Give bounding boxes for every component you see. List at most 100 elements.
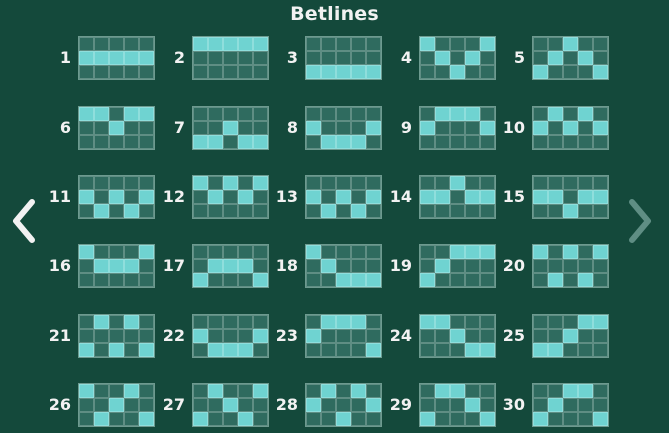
betline-12: 12 <box>163 175 269 219</box>
payline-cell-active <box>306 65 321 79</box>
payline-cell <box>193 121 208 135</box>
payline-cell-active <box>533 245 548 259</box>
chevron-left-icon <box>13 199 35 243</box>
betline-pattern <box>78 106 155 150</box>
payline-cell <box>450 343 465 357</box>
payline-cell <box>351 107 366 121</box>
payline-cell-active <box>480 343 495 357</box>
payline-cell-active <box>336 65 351 79</box>
payline-cell <box>94 190 109 204</box>
payline-cell-active <box>593 245 608 259</box>
payline-cell-active <box>208 384 223 398</box>
payline-cell <box>321 343 336 357</box>
payline-cell <box>548 121 563 135</box>
payline-cell <box>223 135 238 149</box>
payline-cell <box>223 329 238 343</box>
payline-cell-active <box>193 273 208 287</box>
payline-cell <box>480 135 495 149</box>
payline-cell <box>306 37 321 51</box>
payline-cell <box>109 329 124 343</box>
payline-cell <box>450 51 465 65</box>
payline-cell-active <box>420 412 435 426</box>
betline-number: 21 <box>48 326 71 345</box>
payline-cell-active <box>480 190 495 204</box>
payline-cell <box>253 315 268 329</box>
payline-cell <box>139 273 154 287</box>
payline-cell <box>533 259 548 273</box>
payline-cell <box>366 204 381 218</box>
betline-number: 4 <box>400 48 412 67</box>
payline-cell-active <box>321 65 336 79</box>
payline-cell-active <box>336 190 351 204</box>
betline-29: 29 <box>390 383 496 427</box>
payline-cell <box>109 176 124 190</box>
payline-cell <box>321 37 336 51</box>
payline-cell-active <box>465 398 480 412</box>
betline-number: 20 <box>502 256 525 275</box>
payline-cell <box>578 135 593 149</box>
payline-cell <box>253 204 268 218</box>
payline-cell <box>238 273 253 287</box>
betline-pattern <box>305 175 382 219</box>
payline-cell-active <box>193 412 208 426</box>
payline-cell-active <box>563 329 578 343</box>
payline-cell <box>533 329 548 343</box>
payline-cell <box>238 121 253 135</box>
payline-cell <box>124 190 139 204</box>
payline-cell-active <box>435 384 450 398</box>
payline-cell <box>336 259 351 273</box>
payline-cell-active <box>253 135 268 149</box>
payline-cell <box>321 329 336 343</box>
payline-cell <box>79 37 94 51</box>
payline-cell <box>593 51 608 65</box>
payline-cell <box>548 245 563 259</box>
payline-cell-active <box>79 107 94 121</box>
payline-cell-active <box>321 259 336 273</box>
payline-cell-active <box>351 65 366 79</box>
next-page-button[interactable] <box>625 198 655 244</box>
payline-cell <box>238 398 253 412</box>
payline-cell <box>223 190 238 204</box>
payline-cell <box>420 176 435 190</box>
betline-number: 14 <box>389 187 412 206</box>
payline-cell-active <box>124 384 139 398</box>
payline-cell <box>593 384 608 398</box>
payline-cell <box>465 273 480 287</box>
payline-cell-active <box>238 343 253 357</box>
payline-cell-active <box>533 343 548 357</box>
payline-cell <box>480 259 495 273</box>
betline-16: 16 <box>49 244 155 288</box>
previous-page-button[interactable] <box>9 198 39 244</box>
payline-cell <box>193 398 208 412</box>
payline-cell <box>366 51 381 65</box>
payline-cell <box>109 37 124 51</box>
betline-number: 13 <box>275 187 298 206</box>
payline-cell-active <box>223 398 238 412</box>
payline-cell <box>563 412 578 426</box>
betline-28: 28 <box>276 383 382 427</box>
payline-cell-active <box>351 315 366 329</box>
betline-8: 8 <box>287 106 382 150</box>
payline-cell-active <box>563 384 578 398</box>
betline-number: 1 <box>59 48 71 67</box>
payline-cell <box>253 259 268 273</box>
betline-22: 22 <box>163 314 269 358</box>
betline-9: 9 <box>401 106 496 150</box>
payline-cell-active <box>139 190 154 204</box>
payline-cell <box>435 204 450 218</box>
payline-cell <box>533 273 548 287</box>
payline-cell-active <box>435 315 450 329</box>
payline-cell <box>548 204 563 218</box>
betline-number: 26 <box>48 395 71 414</box>
payline-cell <box>238 204 253 218</box>
payline-cell-active <box>578 384 593 398</box>
payline-cell <box>139 135 154 149</box>
payline-cell-active <box>465 245 480 259</box>
payline-cell <box>253 412 268 426</box>
payline-cell <box>79 398 94 412</box>
payline-cell-active <box>366 343 381 357</box>
payline-cell <box>548 412 563 426</box>
payline-cell-active <box>238 259 253 273</box>
betline-pattern <box>192 383 269 427</box>
payline-cell <box>450 204 465 218</box>
